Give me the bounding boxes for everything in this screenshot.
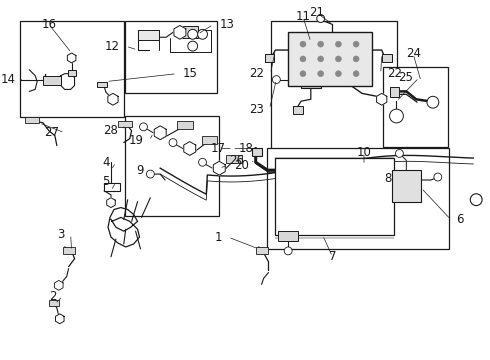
Bar bbox=[382, 54, 392, 62]
Circle shape bbox=[353, 41, 359, 47]
Text: 23: 23 bbox=[249, 103, 264, 116]
Polygon shape bbox=[213, 161, 225, 175]
Circle shape bbox=[395, 149, 403, 157]
Text: 20: 20 bbox=[234, 159, 249, 172]
Bar bbox=[63, 247, 74, 254]
Bar bbox=[267, 148, 449, 249]
Bar bbox=[293, 106, 303, 114]
Circle shape bbox=[390, 109, 403, 123]
Circle shape bbox=[318, 41, 323, 47]
Circle shape bbox=[289, 161, 303, 175]
Text: 15: 15 bbox=[183, 67, 198, 80]
Bar bbox=[125, 21, 217, 93]
Text: 8: 8 bbox=[384, 171, 392, 185]
Bar bbox=[301, 67, 320, 89]
Bar bbox=[275, 158, 393, 235]
Bar bbox=[68, 70, 75, 76]
Circle shape bbox=[188, 30, 197, 39]
Text: 16: 16 bbox=[42, 18, 56, 31]
Circle shape bbox=[318, 71, 323, 77]
Text: 19: 19 bbox=[128, 134, 144, 147]
Text: 22: 22 bbox=[387, 67, 402, 80]
Bar bbox=[252, 148, 262, 156]
Text: 11: 11 bbox=[295, 10, 311, 23]
Bar bbox=[125, 116, 219, 216]
Circle shape bbox=[272, 76, 280, 84]
Polygon shape bbox=[154, 126, 166, 140]
Circle shape bbox=[198, 158, 206, 166]
Circle shape bbox=[427, 96, 439, 108]
Circle shape bbox=[284, 247, 292, 255]
Bar bbox=[265, 54, 274, 62]
Bar bbox=[21, 21, 124, 117]
Bar bbox=[104, 183, 120, 191]
Text: 24: 24 bbox=[406, 48, 421, 60]
Text: 6: 6 bbox=[457, 213, 464, 226]
Bar bbox=[180, 26, 197, 38]
Circle shape bbox=[169, 139, 177, 147]
Bar bbox=[138, 30, 159, 40]
Circle shape bbox=[336, 56, 342, 62]
Polygon shape bbox=[184, 141, 196, 156]
Text: 25: 25 bbox=[398, 71, 413, 84]
Circle shape bbox=[300, 41, 306, 47]
Text: 13: 13 bbox=[219, 18, 234, 31]
Circle shape bbox=[197, 30, 207, 39]
Bar bbox=[25, 117, 39, 123]
Bar bbox=[383, 67, 448, 147]
Text: 18: 18 bbox=[239, 142, 254, 155]
Text: 1: 1 bbox=[215, 231, 222, 244]
Text: 14: 14 bbox=[0, 73, 16, 86]
Text: 22: 22 bbox=[249, 67, 265, 80]
Polygon shape bbox=[107, 198, 115, 208]
Circle shape bbox=[353, 71, 359, 77]
Bar bbox=[226, 156, 242, 163]
Circle shape bbox=[300, 71, 306, 77]
Circle shape bbox=[140, 123, 147, 131]
Polygon shape bbox=[67, 53, 76, 63]
Circle shape bbox=[318, 56, 323, 62]
Bar bbox=[256, 247, 268, 254]
Circle shape bbox=[188, 41, 197, 51]
Bar bbox=[288, 32, 372, 86]
Text: 21: 21 bbox=[309, 6, 324, 19]
Text: 3: 3 bbox=[57, 228, 65, 240]
Text: 26: 26 bbox=[229, 154, 244, 167]
Bar bbox=[201, 136, 217, 144]
Text: 4: 4 bbox=[102, 156, 110, 169]
Polygon shape bbox=[377, 93, 387, 105]
Circle shape bbox=[470, 194, 482, 206]
Circle shape bbox=[353, 56, 359, 62]
Circle shape bbox=[147, 170, 154, 178]
Polygon shape bbox=[108, 93, 118, 105]
Text: 28: 28 bbox=[103, 124, 118, 137]
Bar bbox=[392, 170, 421, 202]
Bar bbox=[390, 87, 399, 97]
Polygon shape bbox=[55, 314, 64, 324]
Text: 9: 9 bbox=[136, 164, 144, 177]
Bar bbox=[177, 121, 193, 129]
Bar bbox=[97, 82, 107, 87]
Circle shape bbox=[336, 71, 342, 77]
Circle shape bbox=[336, 41, 342, 47]
Text: 17: 17 bbox=[211, 142, 226, 155]
Bar bbox=[118, 121, 132, 127]
Text: 12: 12 bbox=[105, 40, 120, 53]
Circle shape bbox=[317, 15, 324, 22]
Text: 27: 27 bbox=[44, 126, 59, 139]
Text: 2: 2 bbox=[49, 290, 57, 303]
Bar bbox=[278, 231, 298, 241]
Bar bbox=[49, 300, 59, 306]
Bar bbox=[43, 76, 61, 85]
Circle shape bbox=[300, 56, 306, 62]
Polygon shape bbox=[174, 26, 186, 39]
Polygon shape bbox=[54, 280, 63, 290]
Circle shape bbox=[434, 173, 442, 181]
Text: 7: 7 bbox=[329, 250, 336, 263]
Bar bbox=[271, 21, 397, 154]
Text: 5: 5 bbox=[102, 175, 110, 189]
Text: 10: 10 bbox=[357, 146, 371, 159]
